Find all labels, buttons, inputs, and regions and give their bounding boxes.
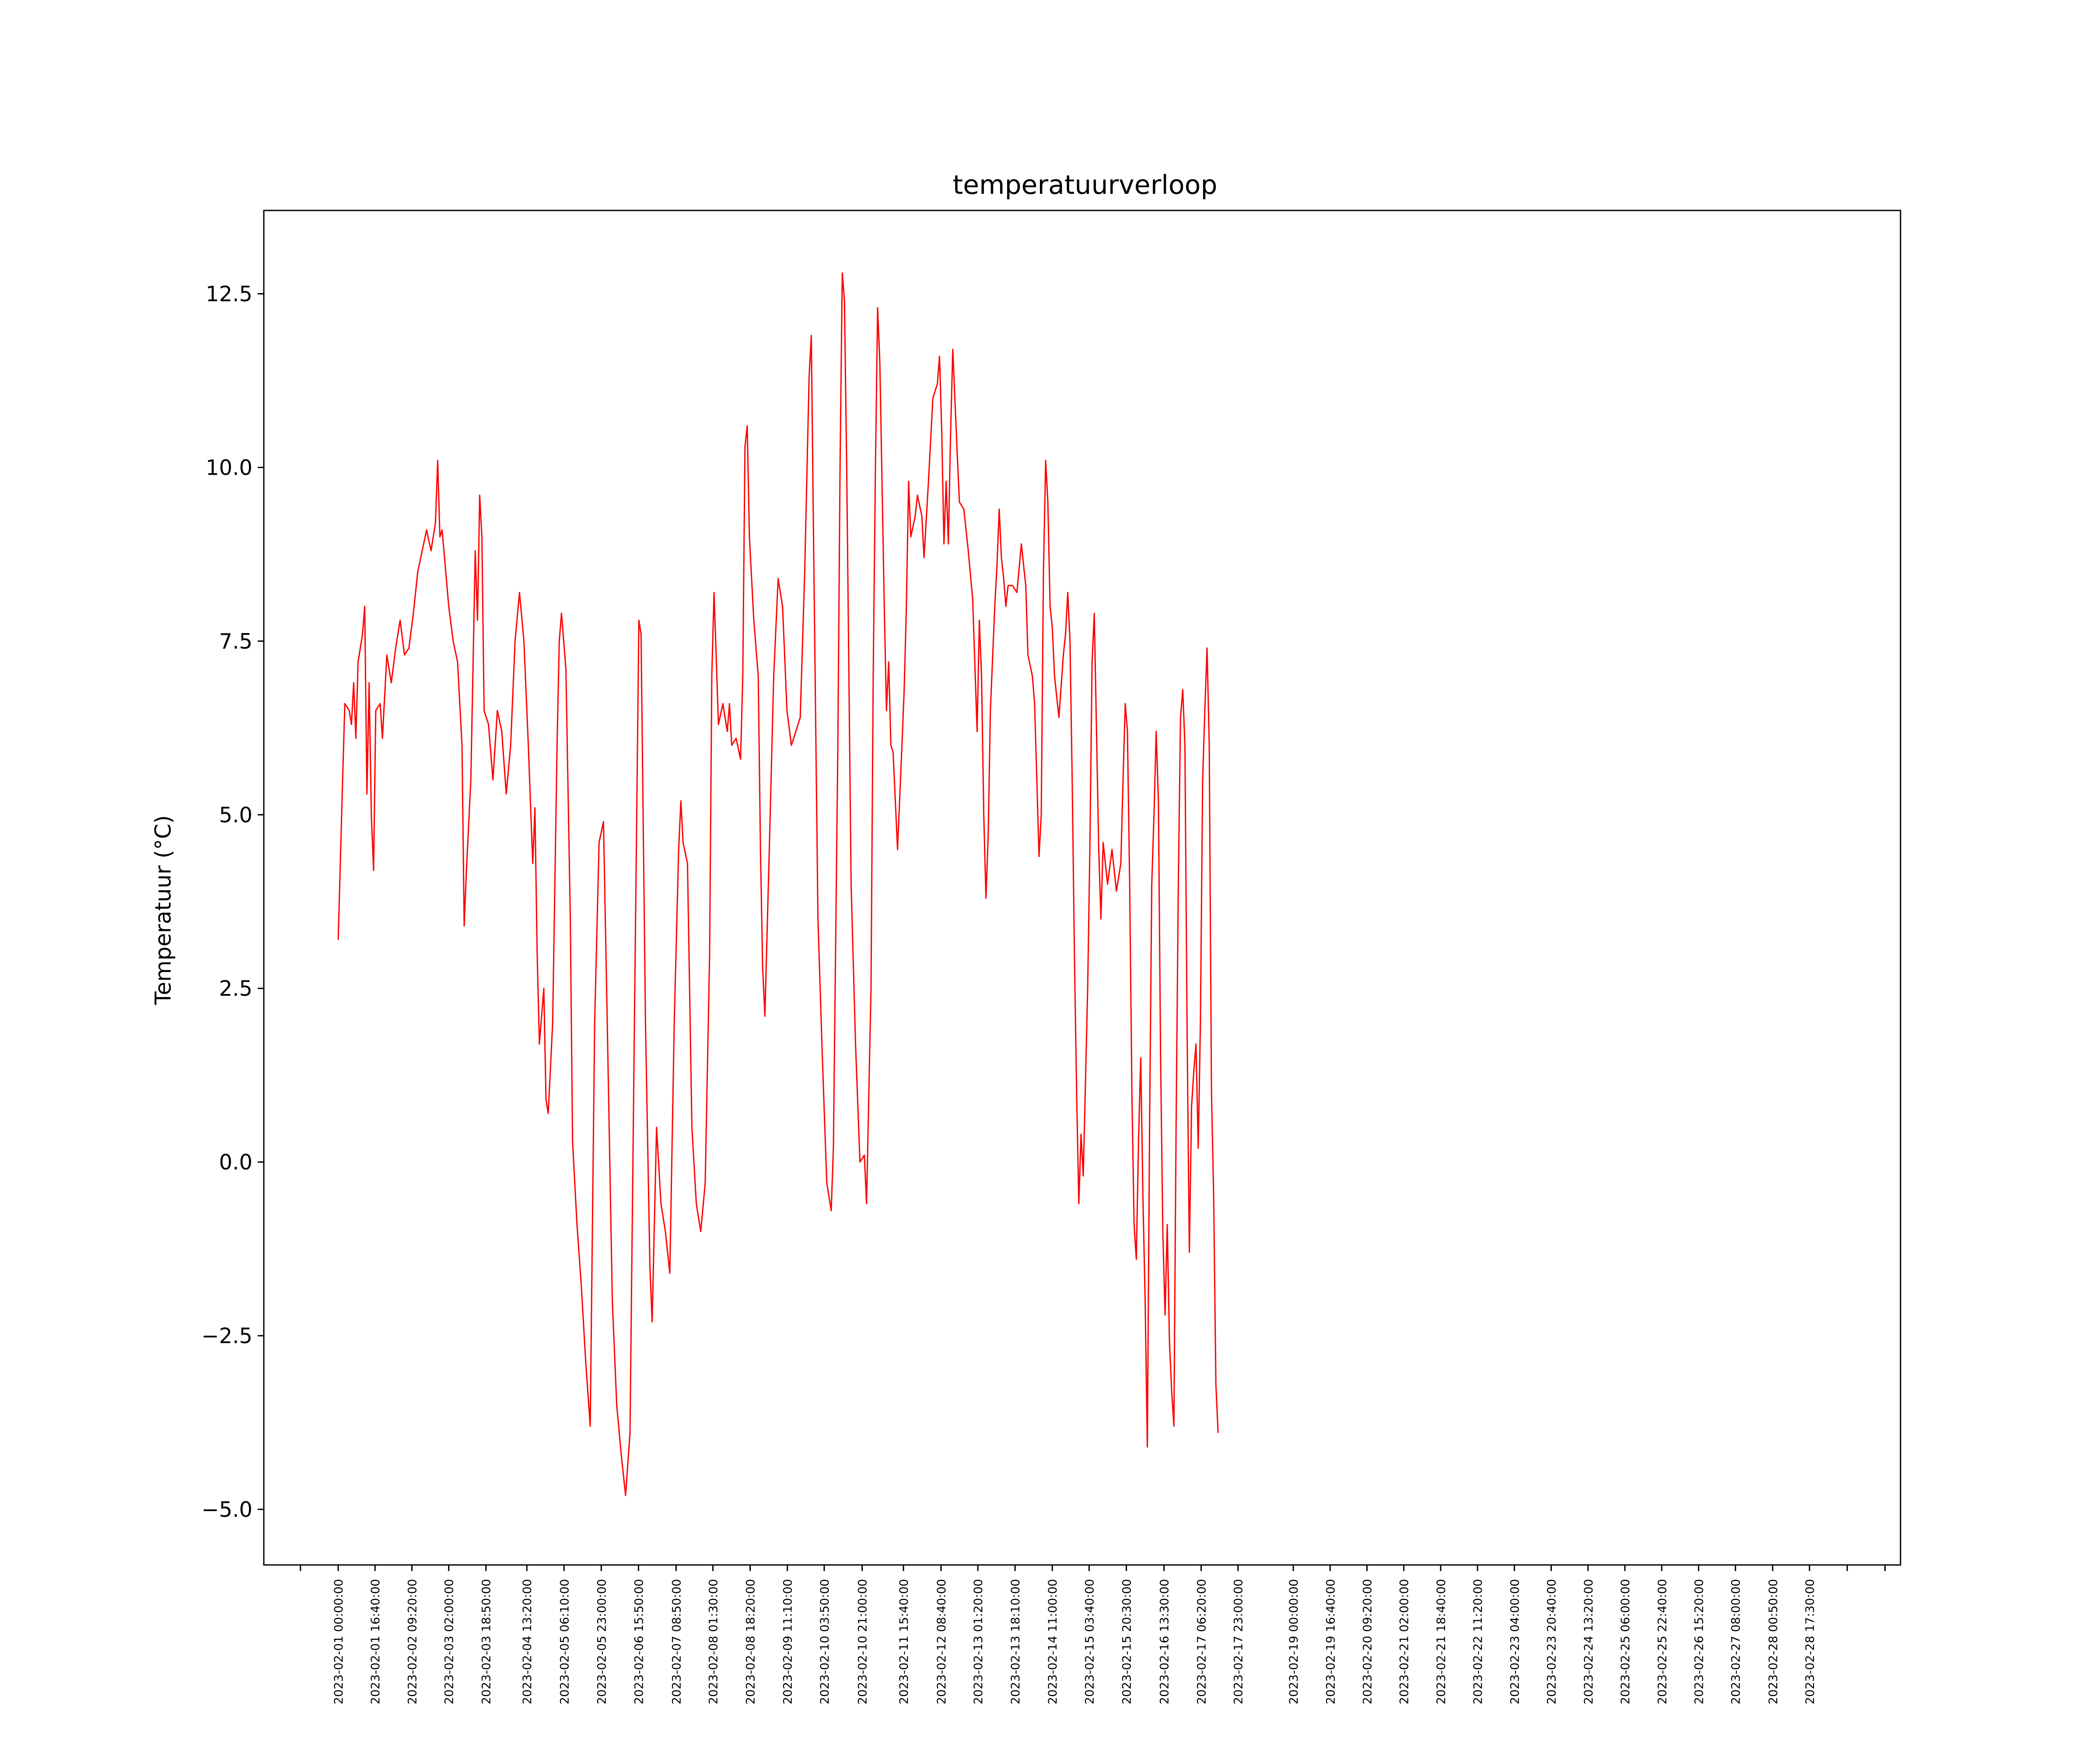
y-tick-label: 10.0 (206, 455, 252, 480)
x-tick-label: 2023-02-10 03:50:00 (818, 1579, 832, 1704)
x-tick-label: 2023-02-27 08:00:00 (1729, 1579, 1743, 1704)
x-tick-label: 2023-02-01 16:40:00 (369, 1579, 382, 1704)
x-tick-label: 2023-02-15 20:30:00 (1120, 1579, 1134, 1704)
x-tick-label: 2023-02-13 18:10:00 (1009, 1579, 1022, 1704)
x-axis-ticks: 2023-02-01 00:00:00 2023-02-01 16:40:00 20… (300, 1565, 1886, 1704)
x-tick-label: 2023-02-01 00:00:00 (332, 1579, 346, 1704)
x-tick-label: 2023-02-05 23:00:00 (595, 1579, 609, 1704)
x-tick-label: 2023-02-02 09:20:00 (406, 1579, 419, 1704)
x-tick-label: 2023-02-05 06:10:00 (558, 1579, 571, 1704)
x-tick-label: 2023-02-04 13:20:00 (521, 1579, 534, 1704)
x-tick-label: 2023-02-25 22:40:00 (1656, 1579, 1669, 1704)
x-tick-label: 2023-02-25 06:00:00 (1619, 1579, 1632, 1704)
x-tick-label: 2023-02-03 02:00:00 (443, 1579, 456, 1704)
x-tick-label: 2023-02-03 18:50:00 (480, 1579, 494, 1704)
x-tick-label: 2023-02-16 13:30:00 (1158, 1579, 1171, 1704)
chart-title: temperatuurverloop (953, 170, 1218, 200)
x-tick-label: 2023-02-11 15:40:00 (897, 1579, 911, 1704)
x-tick-label: 2023-02-28 17:30:00 (1803, 1579, 1817, 1704)
x-tick-label: 2023-02-06 15:50:00 (632, 1579, 646, 1704)
y-tick-label: −5.0 (201, 1498, 252, 1522)
y-axis-label: Temperatuur (°C) (150, 815, 176, 1005)
x-tick-label: 2023-02-21 18:40:00 (1435, 1579, 1448, 1704)
temperature-series-line (337, 272, 1219, 1496)
x-tick-label: 2023-02-26 15:20:00 (1692, 1579, 1706, 1704)
x-tick-label: 2023-02-17 06:20:00 (1195, 1579, 1208, 1704)
x-tick-label: 2023-02-24 13:20:00 (1582, 1579, 1596, 1704)
x-tick-label: 2023-02-08 18:20:00 (744, 1579, 758, 1704)
x-tick-label: 2023-02-15 03:40:00 (1083, 1579, 1096, 1704)
x-tick-label: 2023-02-22 11:20:00 (1471, 1579, 1485, 1704)
y-axis-ticks: −5.0 −2.5 0.0 2.5 5.0 7.5 10.0 12.5 (201, 282, 264, 1522)
x-tick-label: 2023-02-20 09:20:00 (1361, 1579, 1374, 1704)
y-tick-label: 12.5 (206, 282, 252, 307)
plot-frame (263, 210, 1901, 1566)
x-tick-label: 2023-02-19 16:40:00 (1324, 1579, 1337, 1704)
x-tick-label: 2023-02-28 00:50:00 (1767, 1579, 1780, 1704)
x-tick-label: 2023-02-19 00:00:00 (1287, 1579, 1301, 1704)
x-tick-label: 2023-02-14 11:00:00 (1046, 1579, 1060, 1704)
x-tick-label: 2023-02-17 23:00:00 (1232, 1579, 1246, 1704)
x-tick-label: 2023-02-23 20:40:00 (1545, 1579, 1559, 1704)
x-tick-label: 2023-02-12 08:40:00 (935, 1579, 948, 1704)
x-tick-label: 2023-02-08 01:30:00 (707, 1579, 721, 1704)
x-tick-label: 2023-02-09 11:10:00 (781, 1579, 795, 1704)
y-tick-label: −2.5 (201, 1324, 252, 1348)
y-tick-label: 2.5 (219, 976, 252, 1001)
x-tick-label: 2023-02-13 01:20:00 (972, 1579, 985, 1704)
plot-area (337, 272, 1219, 1496)
y-tick-label: 7.5 (219, 629, 252, 654)
y-tick-label: 5.0 (219, 803, 252, 827)
x-tick-label: 2023-02-10 21:00:00 (856, 1579, 870, 1704)
x-tick-label: 2023-02-21 02:00:00 (1398, 1579, 1411, 1704)
y-tick-label: 0.0 (219, 1150, 252, 1175)
x-tick-label: 2023-02-07 08:50:00 (670, 1579, 683, 1704)
x-tick-label: 2023-02-23 04:00:00 (1508, 1579, 1522, 1704)
